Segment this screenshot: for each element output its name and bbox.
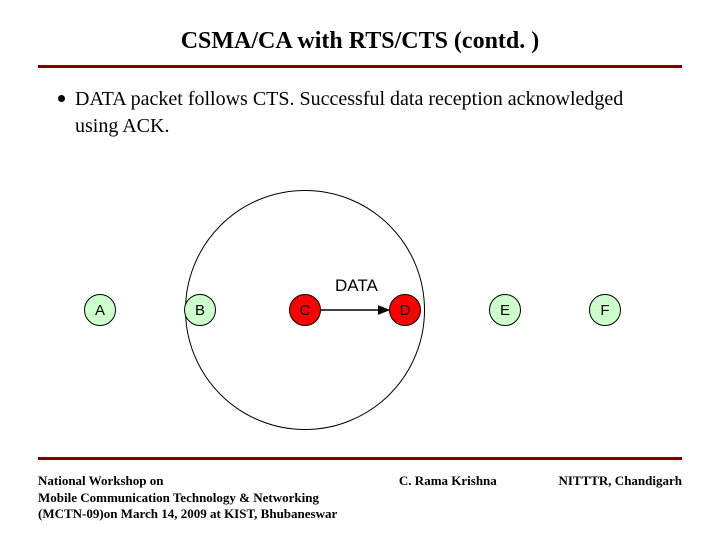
node-a: A <box>84 294 116 326</box>
footer-right: NITTTR, Chandigarh <box>558 473 682 489</box>
footer-center: C. Rama Krishna <box>399 473 497 489</box>
footer-left: National Workshop on Mobile Communicatio… <box>38 473 337 522</box>
bullet-text: DATA packet follows CTS. Successful data… <box>75 86 662 140</box>
bullet-block: DATA packet follows CTS. Successful data… <box>58 86 662 140</box>
title-rule <box>38 65 682 68</box>
bullet-dot-icon <box>58 95 65 102</box>
footer-left-line3: (MCTN-09)on March 14, 2009 at KIST, Bhub… <box>38 506 337 522</box>
node-label: E <box>500 302 510 319</box>
node-b: B <box>184 294 216 326</box>
slide-title: CSMA/CA with RTS/CTS (contd. ) <box>0 0 720 65</box>
node-f: F <box>589 294 621 326</box>
node-label: B <box>195 302 205 319</box>
node-label: C <box>300 302 311 319</box>
node-label: A <box>95 302 105 319</box>
footer-left-line2: Mobile Communication Technology & Networ… <box>38 490 337 506</box>
node-c: C <box>289 294 321 326</box>
node-e: E <box>489 294 521 326</box>
diagram-area: DATA A B C D E F <box>0 180 720 440</box>
bullet-row: DATA packet follows CTS. Successful data… <box>58 86 662 140</box>
node-label: F <box>600 302 609 319</box>
edge-label-data: DATA <box>335 276 378 296</box>
footer-left-line1: National Workshop on <box>38 473 337 489</box>
node-label: D <box>400 302 411 319</box>
node-d: D <box>389 294 421 326</box>
footer: National Workshop on Mobile Communicatio… <box>38 473 682 522</box>
footer-rule <box>38 457 682 460</box>
